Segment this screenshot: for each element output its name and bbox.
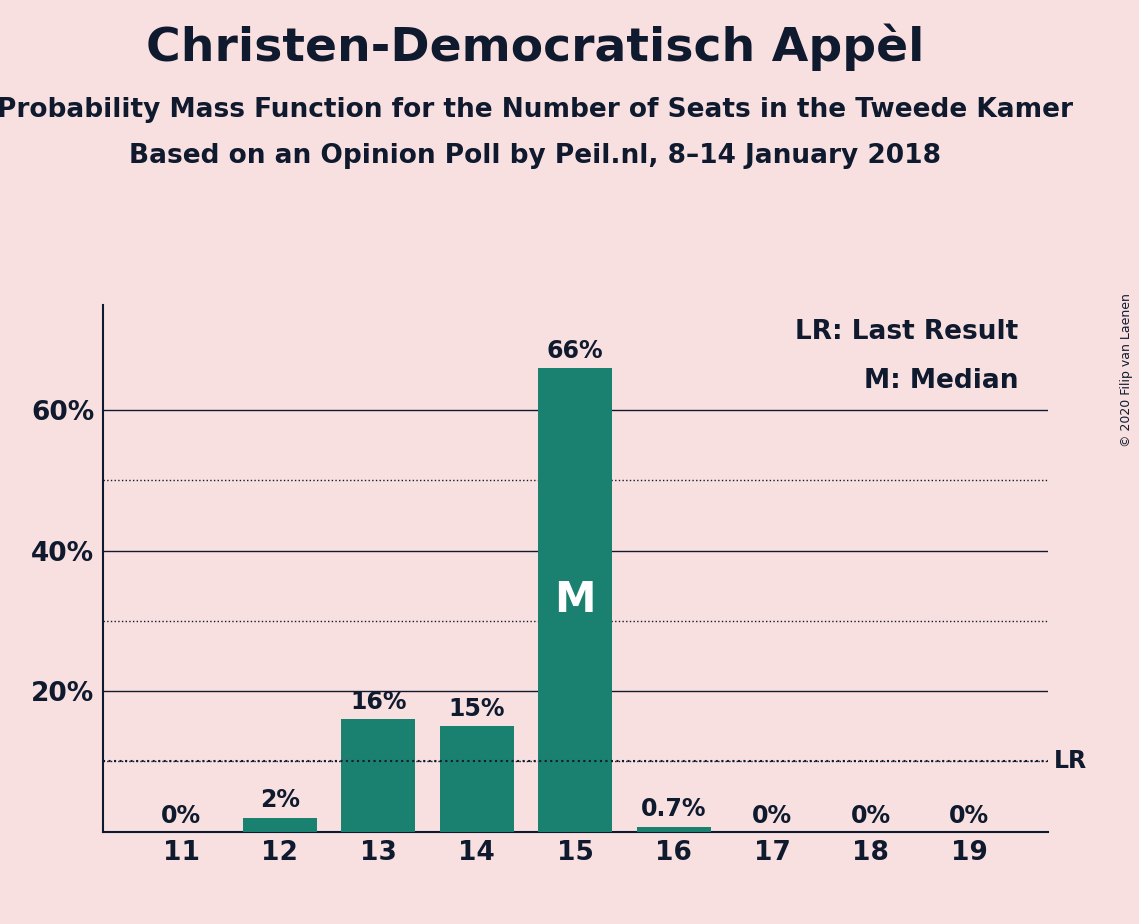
Bar [243,818,317,832]
Text: Christen-Democratisch Appèl: Christen-Democratisch Appèl [146,23,925,70]
Bar [342,719,416,832]
Text: 16%: 16% [350,689,407,713]
Text: © 2020 Filip van Laenen: © 2020 Filip van Laenen [1121,293,1133,446]
Text: 66%: 66% [547,338,604,362]
Text: 2%: 2% [260,788,300,812]
Bar [637,827,711,832]
Text: Based on an Opinion Poll by Peil.nl, 8–14 January 2018: Based on an Opinion Poll by Peil.nl, 8–1… [130,143,941,169]
Text: LR: Last Result: LR: Last Result [795,319,1018,345]
Text: Probability Mass Function for the Number of Seats in the Tweede Kamer: Probability Mass Function for the Number… [0,97,1073,123]
Bar [440,726,514,832]
Text: 0%: 0% [752,804,793,828]
Text: M: M [555,578,596,621]
Text: LR: LR [1054,749,1087,773]
Text: 15%: 15% [449,697,505,721]
Bar [539,368,612,832]
Text: 0%: 0% [162,804,202,828]
Text: 0%: 0% [949,804,989,828]
Text: M: Median: M: Median [863,368,1018,395]
Text: 0.7%: 0.7% [641,797,706,821]
Text: 0%: 0% [851,804,891,828]
